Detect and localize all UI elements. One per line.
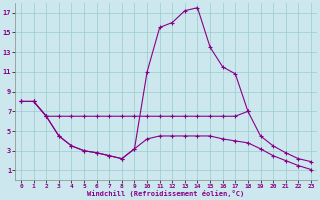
- X-axis label: Windchill (Refroidissement éolien,°C): Windchill (Refroidissement éolien,°C): [87, 190, 244, 197]
